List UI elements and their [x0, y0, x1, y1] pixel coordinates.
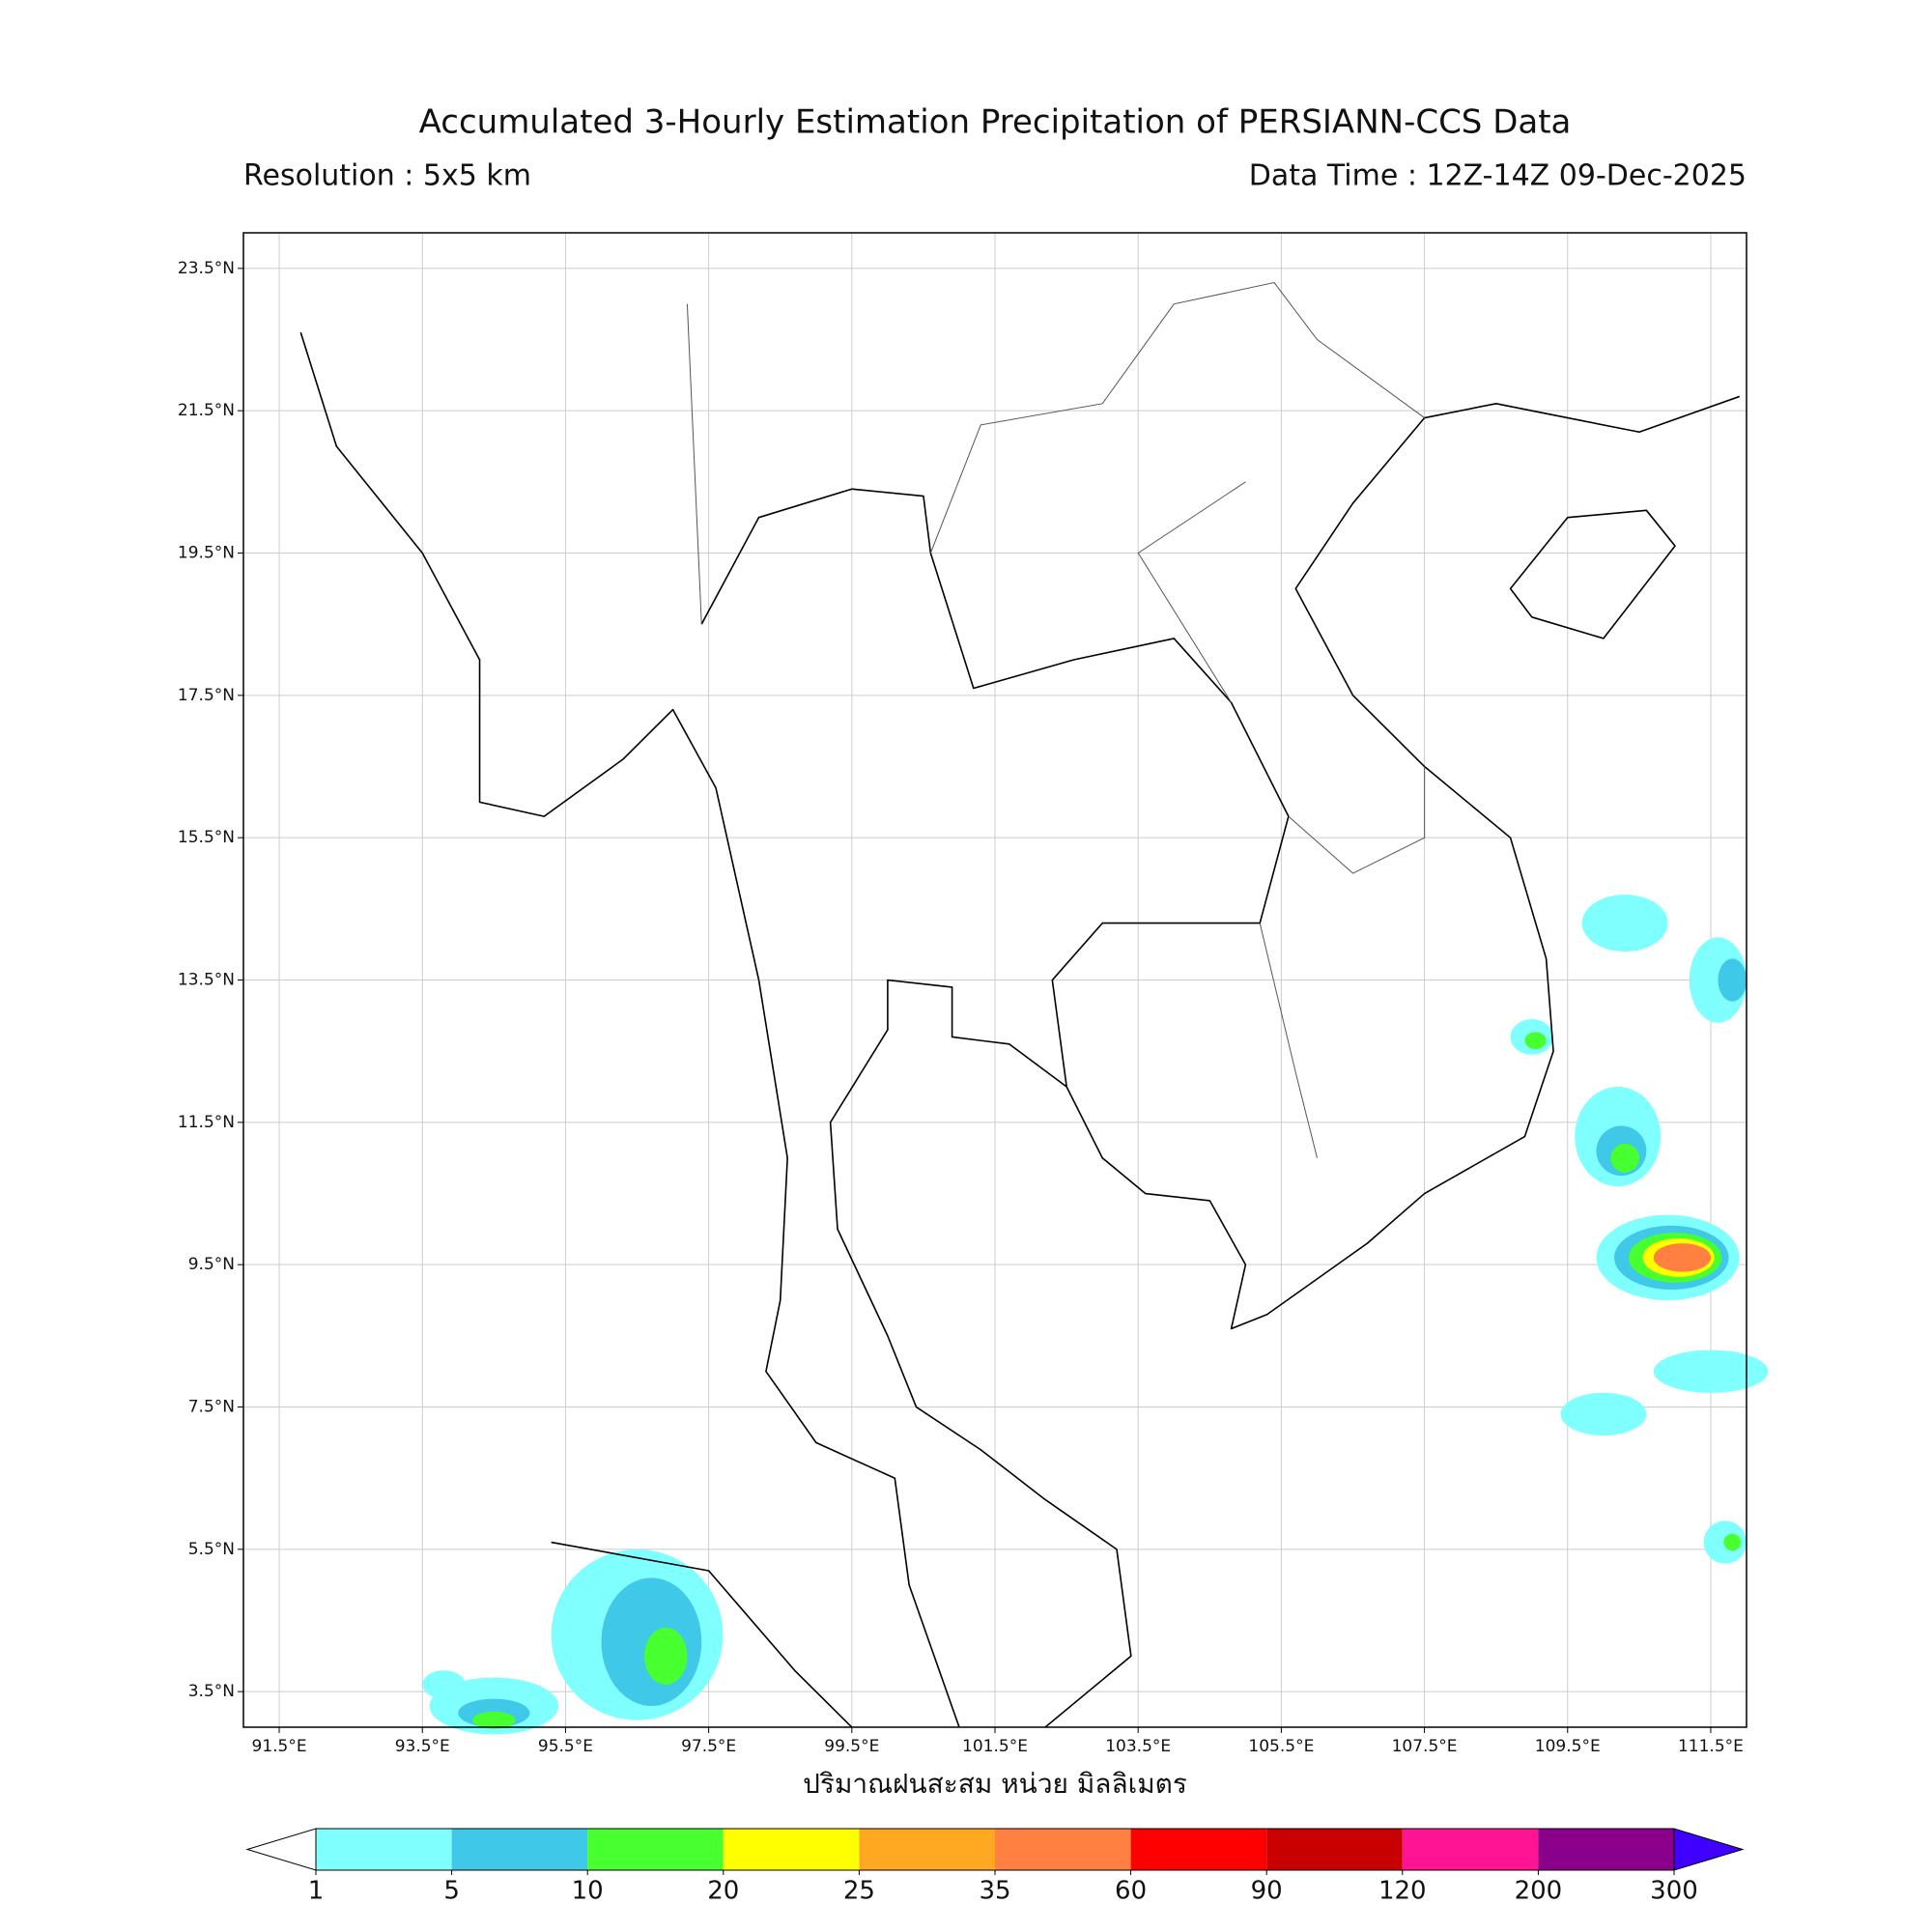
- lon-tick-label: 109.5°E: [1535, 1737, 1601, 1756]
- colorbar-segment: [1266, 1829, 1403, 1870]
- lon-tick-label: 99.5°E: [824, 1737, 879, 1756]
- lon-tick-label: 101.5°E: [962, 1737, 1028, 1756]
- colorbar-segment: [723, 1829, 860, 1870]
- colorbar-segment: [859, 1829, 995, 1870]
- colorbar-level-label: 10: [572, 1877, 604, 1906]
- lon-tick-label: 93.5°E: [395, 1737, 450, 1756]
- precipitation: [422, 895, 1769, 1735]
- colorbar-level-label: 200: [1515, 1877, 1563, 1906]
- lat-tick-label: 3.5°N: [188, 1682, 235, 1701]
- lat-tick-label: 15.5°N: [178, 828, 235, 847]
- lat-tick-label: 9.5°N: [188, 1255, 235, 1274]
- colorbar-under: [245, 1828, 317, 1871]
- colorbar-over: [1673, 1828, 1745, 1871]
- lon-tick-label: 107.5°E: [1392, 1737, 1458, 1756]
- data-time: Data Time : 12Z-14Z 09-Dec-2025: [1249, 159, 1747, 193]
- colorbar-level-label: 300: [1650, 1877, 1698, 1906]
- lon-tick-label: 97.5°E: [681, 1737, 736, 1756]
- colorbar-level-label: 5: [443, 1877, 460, 1906]
- lat-tick-label: 21.5°N: [178, 401, 235, 420]
- lat-tick-label: 13.5°N: [178, 971, 235, 990]
- map-frame: [242, 232, 1747, 1728]
- colorbar-level-label: 1: [308, 1877, 325, 1906]
- map-geography: [300, 283, 1769, 1735]
- colorbar-segment: [1402, 1829, 1539, 1870]
- colorbar-level-label: 35: [979, 1877, 1010, 1906]
- lon-tick-label: 105.5°E: [1248, 1737, 1314, 1756]
- map-grid: 91.5°E 93.5°E 95.5°E 97.5°E 99.5°E 101.5°E 103…: [178, 233, 1747, 1756]
- resolution: Resolution : 5x5 km: [243, 159, 531, 193]
- colorbar-level-label: 60: [1115, 1877, 1147, 1906]
- lat-tick-label: 11.5°N: [178, 1113, 235, 1132]
- lat-tick-label: 5.5°N: [188, 1540, 235, 1559]
- colorbar-segment: [1130, 1829, 1267, 1870]
- colorbar-segment: [587, 1829, 724, 1870]
- colorbar-segment: [451, 1829, 588, 1870]
- colorbar-segment: [995, 1829, 1131, 1870]
- colorbar-level-label: 120: [1378, 1877, 1427, 1906]
- lon-tick-label: 91.5°E: [252, 1737, 307, 1756]
- colorbar: 1 5 10 20 25 35 60 90 120 200 300: [245, 1828, 1745, 1906]
- colorbar-segment: [1538, 1829, 1674, 1870]
- colorbar-segment: [316, 1829, 452, 1870]
- lat-tick-label: 19.5°N: [178, 544, 235, 563]
- lat-tick-label: 23.5°N: [178, 259, 235, 278]
- lon-tick-label: 103.5°E: [1105, 1737, 1171, 1756]
- title: Accumulated 3-Hourly Estimation Precipit…: [419, 103, 1572, 142]
- colorbar-level-label: 20: [707, 1877, 739, 1906]
- lon-tick-label: 111.5°E: [1678, 1737, 1744, 1756]
- colorbar-level-label: 25: [843, 1877, 875, 1906]
- lat-tick-label: 7.5°N: [188, 1398, 235, 1417]
- lat-tick-label: 17.5°N: [178, 686, 235, 705]
- colorbar-level-label: 90: [1251, 1877, 1283, 1906]
- colorbar-label: ปริมาณฝนสะสม หน่วย มิลลิเมตร: [803, 1768, 1187, 1800]
- lon-tick-label: 95.5°E: [538, 1737, 593, 1756]
